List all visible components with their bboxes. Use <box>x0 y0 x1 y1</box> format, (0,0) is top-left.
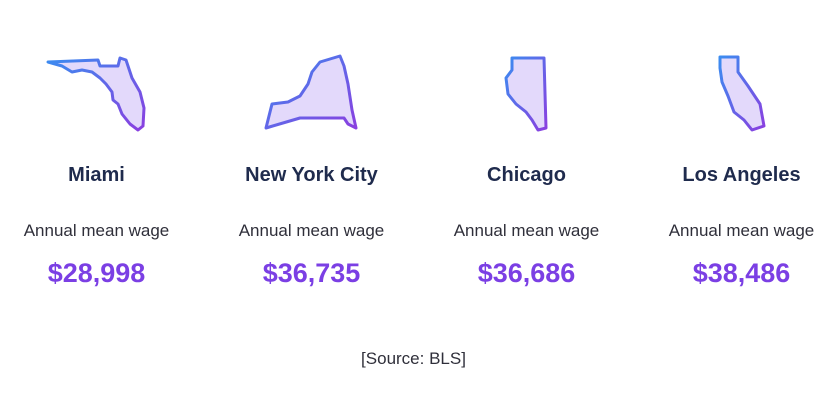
wage-label: Annual mean wage <box>238 221 385 240</box>
wage-value: $38,486 <box>692 258 791 288</box>
source-note: [Source: BLS] <box>361 349 466 368</box>
state-shapes <box>46 54 766 132</box>
city-name: Chicago <box>487 164 566 186</box>
wage-value: $36,686 <box>477 258 576 288</box>
florida-shape <box>46 56 146 132</box>
wage-label: Annual mean wage <box>23 221 170 240</box>
new-york-shape <box>264 54 358 130</box>
wage-value: $28,998 <box>47 258 146 288</box>
city-name: New York City <box>245 164 378 186</box>
wage-value: $36,735 <box>262 258 361 288</box>
city-name: Los Angeles <box>682 164 801 186</box>
california-shape <box>718 55 766 132</box>
city-name: Miami <box>68 164 125 186</box>
wage-label: Annual mean wage <box>453 221 600 240</box>
wage-label: Annual mean wage <box>668 221 815 240</box>
illinois-shape <box>504 56 548 132</box>
